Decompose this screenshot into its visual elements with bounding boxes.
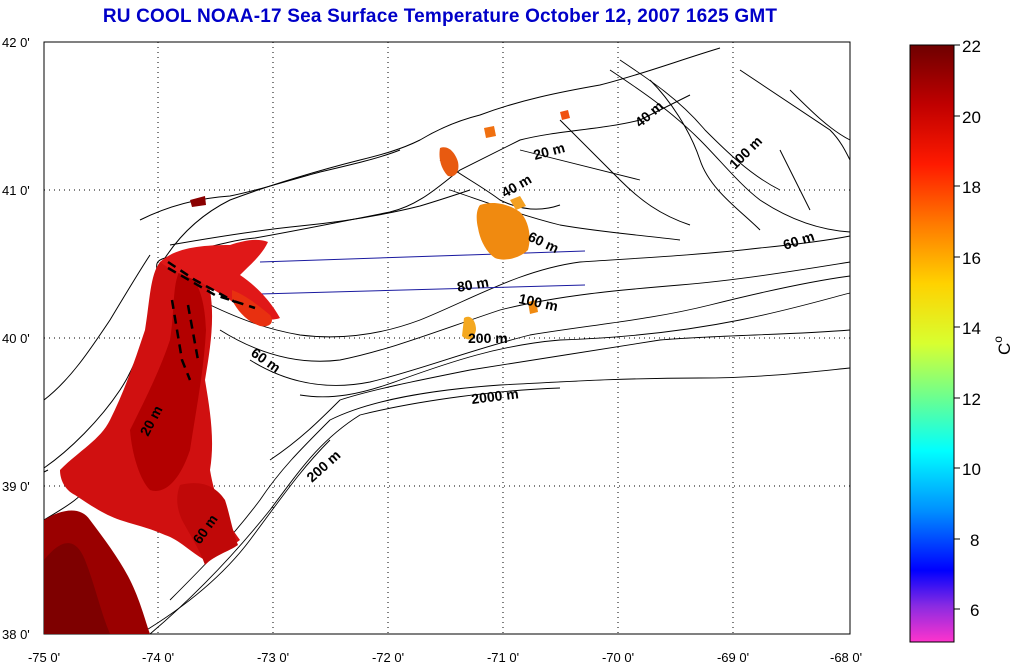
x-tick-label: -69 0' xyxy=(717,650,749,665)
colorbar-gradient xyxy=(909,44,955,643)
colorbar-tick-label: 14 xyxy=(962,319,981,338)
coastline-northeast xyxy=(169,69,851,246)
depth-label: 200 m xyxy=(468,330,508,346)
y-axis: 42 0' 41 0' 40 0' 39 0' 38 0' xyxy=(2,35,30,642)
x-tick-label: -75 0' xyxy=(28,650,60,665)
sst-warm-pixels xyxy=(44,196,280,634)
x-tick-label: -72 0' xyxy=(372,650,404,665)
colorbar: 22 20 18 16 14 12 10 8 6 Co xyxy=(909,37,1014,643)
y-tick-label: 38 0' xyxy=(2,627,30,642)
depth-label: 2000 m xyxy=(470,385,519,407)
y-tick-label: 42 0' xyxy=(2,35,30,50)
y-tick-label: 40 0' xyxy=(2,331,30,346)
map-title: RU COOL NOAA-17 Sea Surface Temperature … xyxy=(102,6,778,27)
bathymetry-contours xyxy=(139,59,851,635)
x-axis: -75 0' -74 0' -73 0' -72 0' -71 0' -70 0… xyxy=(28,650,862,665)
colorbar-tick-label: 16 xyxy=(962,249,981,268)
colorbar-tick-label: 20 xyxy=(962,108,981,127)
depth-label: 80 m xyxy=(456,274,490,295)
x-tick-label: -68 0' xyxy=(830,650,862,665)
y-tick-label: 41 0' xyxy=(2,183,30,198)
transect-lines xyxy=(167,260,256,381)
colorbar-tick-label: 22 xyxy=(962,37,981,56)
x-tick-label: -70 0' xyxy=(602,650,634,665)
colorbar-unit: Co xyxy=(991,336,1014,355)
colorbar-tick-label: 10 xyxy=(962,460,981,479)
x-tick-label: -71 0' xyxy=(487,650,519,665)
y-tick-label: 39 0' xyxy=(2,479,30,494)
colorbar-tick-label: 18 xyxy=(962,178,981,197)
colorbar-tick-label: 8 xyxy=(970,531,979,550)
colorbar-tick-label: 6 xyxy=(970,601,979,620)
ship-tracks xyxy=(259,250,586,295)
x-tick-label: -74 0' xyxy=(142,650,174,665)
depth-label: 20 m xyxy=(532,139,567,163)
x-tick-label: -73 0' xyxy=(257,650,289,665)
colorbar-tick-label: 12 xyxy=(962,390,981,409)
